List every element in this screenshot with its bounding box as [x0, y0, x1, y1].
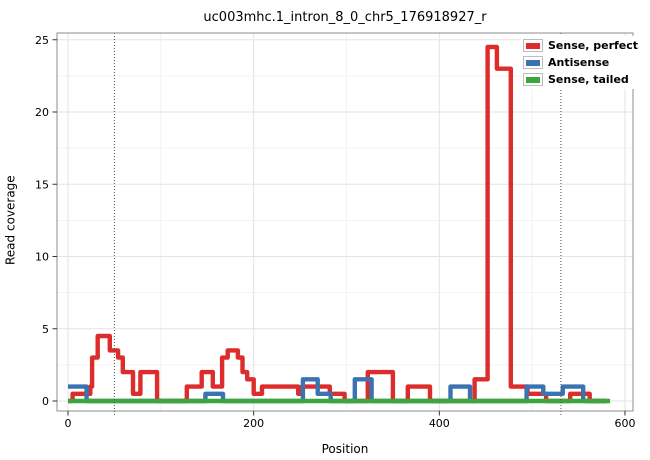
gridlines-major	[57, 33, 633, 411]
gridlines-minor	[57, 33, 633, 411]
y-axis-label: Read coverage	[3, 175, 18, 265]
x-tick-label: 400	[429, 417, 450, 430]
chart-title: uc003mhc.1_intron_8_0_chr5_176918927_r	[203, 10, 487, 25]
series-lines	[68, 44, 611, 404]
x-tick-label: 0	[65, 417, 72, 430]
legend-key-swatch	[523, 56, 543, 69]
x-tick-label: 600	[614, 417, 635, 430]
legend-color-bar	[526, 76, 540, 83]
x-tick-label: 200	[243, 417, 264, 430]
legend-color-bar	[526, 59, 540, 66]
x-axis-label: Position	[321, 442, 369, 456]
y-tick-label: 5	[42, 323, 49, 336]
y-tick-label: 0	[42, 395, 49, 408]
y-tick-label: 10	[35, 251, 49, 264]
legend-label: Sense, tailed	[548, 73, 629, 86]
series-line-sense-perfect	[68, 44, 607, 404]
panel-border	[56, 32, 634, 412]
legend-item-antisense: Antisense	[523, 54, 638, 71]
y-tick-label: 25	[35, 34, 49, 47]
y-tick-label: 15	[35, 178, 49, 191]
legend-label: Sense, perfect	[548, 39, 639, 52]
legend-color-bar	[526, 42, 540, 49]
series-line-antisense	[68, 377, 607, 404]
y-tick-label: 20	[35, 106, 49, 119]
legend-key-swatch	[523, 39, 543, 52]
legend-key-swatch	[523, 73, 543, 86]
legend-label: Antisense	[548, 56, 610, 69]
plot-panel	[57, 33, 633, 411]
axis-ticks: 0 200 400 600 0 5 10 15 20 25	[35, 34, 635, 430]
legend: Sense, perfect Antisense Sense, tailed	[521, 36, 641, 89]
legend-item-sense-tailed: Sense, tailed	[523, 71, 638, 88]
legend-item-sense-perfect: Sense, perfect	[523, 37, 638, 54]
boundary-dotted-lines	[113, 33, 562, 416]
